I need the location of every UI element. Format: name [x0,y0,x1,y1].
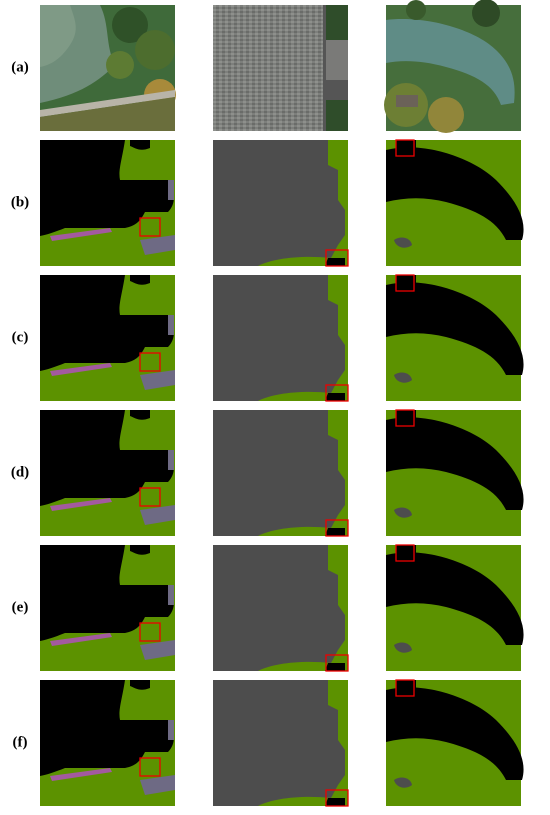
segmentation-map [212,544,349,672]
row-label: (c) [12,329,29,345]
row-label: (b) [11,194,29,210]
segmentation-map [212,139,349,267]
segmentation-map [212,679,349,807]
row-label: (d) [11,464,29,480]
segmentation-map [385,274,525,402]
aerial-image [213,5,348,131]
segmentation-map [385,679,525,807]
segmentation-map [385,139,525,267]
segmentation-map [39,139,176,267]
row-label: (f) [13,734,28,750]
segmentation-map [39,274,176,402]
segmentation-map [385,544,525,672]
segmentation-map [212,409,349,537]
row-label: (a) [11,59,29,75]
aerial-image [384,0,521,133]
segmentation-map [212,274,349,402]
segmentation-map [39,544,176,672]
row-label: (e) [12,599,29,615]
aerial-image [40,5,176,131]
segmentation-map [39,679,176,807]
segmentation-map [39,409,176,537]
segmentation-map [385,409,525,537]
